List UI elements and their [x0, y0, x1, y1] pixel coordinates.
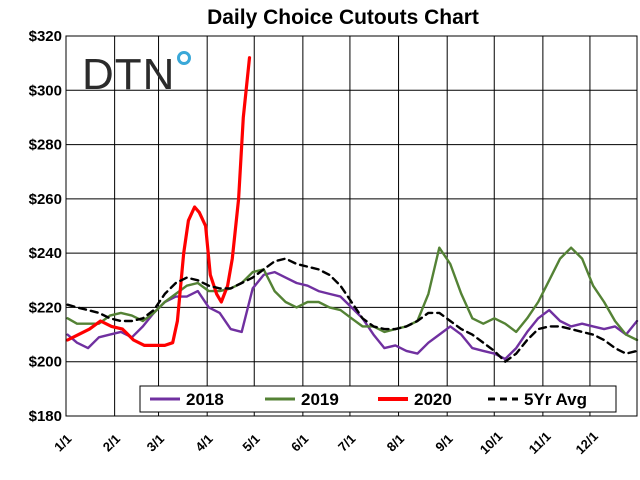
x-tick-label: 11/1 — [526, 429, 554, 457]
y-axis-ticks: $180 $200 $220 $240 $260 $280 $300 $320 — [29, 28, 62, 425]
series-line-2019 — [66, 246, 639, 342]
y-tick-label: $280 — [29, 137, 62, 154]
y-tick-label: $180 — [29, 408, 62, 425]
legend-label: 2020 — [414, 390, 452, 409]
y-tick-label: $240 — [29, 245, 62, 262]
legend-label: 5Yr Avg — [524, 390, 587, 409]
y-tick-label: $300 — [29, 82, 62, 99]
chart-title: Daily Choice Cutouts Chart — [207, 6, 479, 29]
y-tick-label: $260 — [29, 191, 62, 208]
y-tick-label: $320 — [29, 28, 62, 45]
logo-dot-icon — [177, 51, 191, 65]
x-tick-label: 12/1 — [573, 429, 602, 458]
y-tick-label: $200 — [29, 354, 62, 371]
x-tick-label: 10/1 — [477, 429, 506, 458]
dtn-logo: DTN — [82, 50, 191, 99]
x-tick-label: 5/1 — [239, 431, 262, 454]
series-line-2020 — [65, 56, 252, 347]
legend-label: 2018 — [186, 390, 224, 409]
series-line-5yr-avg — [66, 257, 639, 363]
x-tick-label: 8/1 — [384, 431, 407, 454]
x-tick-label: 3/1 — [144, 431, 167, 454]
chart-legend: 2018 2019 2020 5Yr Avg — [139, 385, 617, 413]
x-tick-label: 4/1 — [192, 431, 215, 454]
y-tick-label: $220 — [29, 299, 62, 316]
chart-grid — [66, 35, 637, 417]
logo-text: DTN — [82, 50, 175, 99]
series-lines — [65, 56, 639, 363]
x-tick-label: 1/1 — [51, 431, 74, 454]
legend-label: 2019 — [301, 390, 339, 409]
x-tick-label: 6/1 — [288, 431, 311, 454]
x-axis-ticks: 1/1 2/1 3/1 4/1 5/1 6/1 7/1 8/1 9/1 10/1 11/1 12/1 — [51, 429, 601, 458]
plot-area-border — [65, 35, 638, 417]
x-tick-label: 2/1 — [100, 431, 123, 454]
x-tick-label: 7/1 — [335, 431, 358, 454]
x-tick-label: 9/1 — [432, 431, 455, 454]
